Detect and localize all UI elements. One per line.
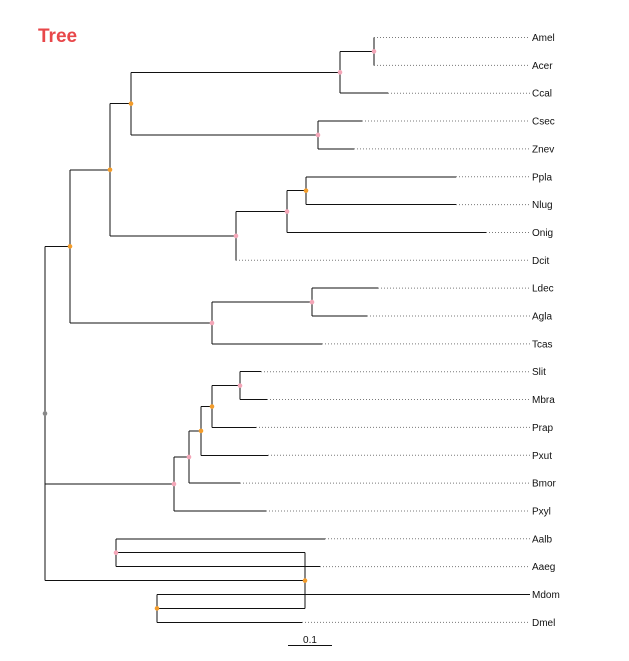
leaf-label-ppla: Ppla: [532, 172, 552, 183]
leaf-label-mdom: Mdom: [532, 590, 560, 601]
leaf-label-agla: Agla: [532, 312, 552, 323]
node-support-marker: [284, 209, 290, 214]
scale-bar-label: 0.1: [303, 635, 317, 646]
leaf-label-amel: Amel: [532, 33, 555, 44]
node-support-marker: [154, 606, 160, 611]
leaf-label-dmel: Dmel: [532, 618, 555, 629]
node-support-marker: [309, 299, 315, 305]
leaf-label-aaeg: Aaeg: [532, 562, 555, 573]
node-support-marker: [209, 404, 215, 409]
node-support-marker: [371, 49, 377, 54]
node-support-marker: [302, 578, 308, 583]
leaf-label-pxut: Pxut: [532, 451, 552, 462]
leaf-label-nlug: Nlug: [532, 200, 553, 211]
leaf-label-bmor: Bmor: [532, 479, 557, 490]
tree-nodes: [42, 49, 377, 611]
leaf-label-aalb: Aalb: [532, 534, 552, 545]
leaf-label-znev: Znev: [532, 144, 554, 155]
leaf-label-ccal: Ccal: [532, 89, 552, 100]
node-support-marker: [186, 454, 192, 460]
tree-branches: [44, 37, 530, 623]
node-support-marker: [233, 233, 239, 239]
node-support-marker: [113, 550, 119, 556]
leaf-label-onig: Onig: [532, 228, 553, 239]
leaf-label-pxyl: Pxyl: [532, 506, 551, 517]
node-support-marker: [303, 188, 309, 193]
node-support-marker: [209, 320, 215, 326]
leaf-label-tcas: Tcas: [532, 339, 553, 350]
leaf-label-mbra: Mbra: [532, 395, 555, 406]
node-support-marker: [42, 411, 48, 416]
leaf-label-slit: Slit: [532, 367, 546, 378]
node-support-marker: [171, 481, 177, 487]
tree-guides: [236, 37, 530, 623]
node-support-marker: [107, 167, 113, 173]
leaf-label-csec: Csec: [532, 117, 555, 128]
node-support-marker: [237, 383, 243, 388]
scale-bar: 0.1: [288, 635, 332, 646]
leaf-label-dcit: Dcit: [532, 256, 549, 267]
leaf-label-acer: Acer: [532, 61, 553, 72]
node-support-marker: [128, 101, 134, 106]
node-support-marker: [198, 428, 204, 434]
leaf-label-ldec: Ldec: [532, 284, 554, 295]
leaf-label-prap: Prap: [532, 423, 554, 434]
node-support-marker: [67, 244, 73, 249]
node-support-marker: [315, 132, 321, 138]
tree-title: Tree: [38, 26, 78, 47]
tree-labels: Amel Acer Ccal Csec Znev Ppla Nlug Onig Dcit Ldec…: [532, 33, 560, 629]
node-support-marker: [337, 70, 343, 75]
